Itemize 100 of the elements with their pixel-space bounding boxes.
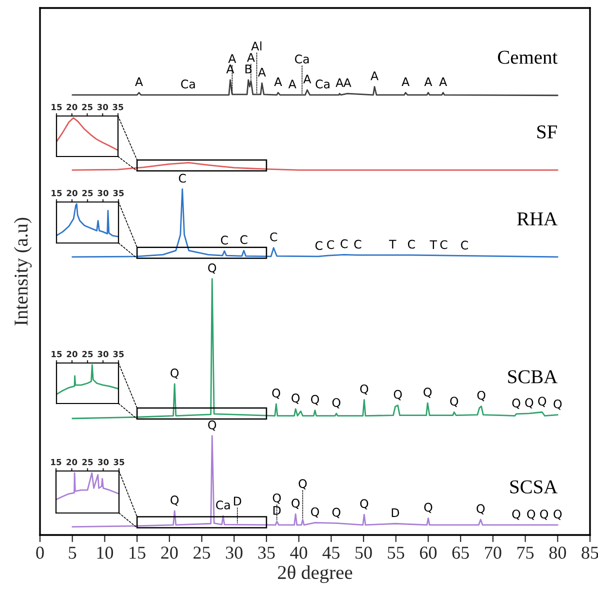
annotation: Q (512, 398, 520, 409)
x-tick-label: 0 (36, 546, 44, 559)
annotation: Q (170, 368, 179, 379)
annotation: Q (292, 498, 300, 509)
x-tick-label: 40 (290, 546, 308, 559)
x-tick-label: 20 (66, 350, 78, 358)
annotation: D (273, 506, 281, 515)
annotation: C (408, 240, 415, 249)
x-tick-label: 30 (98, 190, 108, 196)
x-tick-label: 80 (549, 546, 566, 559)
annotation: Q (538, 396, 546, 408)
x-axis-title: 2θ degree (278, 565, 352, 584)
annotation: C (461, 240, 468, 250)
annotation: Q (424, 388, 432, 398)
annotation: C (327, 240, 334, 250)
annotation: Ca (181, 80, 195, 88)
annotation: C (354, 240, 362, 249)
annotation: Q (360, 384, 368, 395)
x-tick-label: 55 (388, 546, 404, 559)
x-tick-label: 25 (82, 104, 92, 110)
annotation: Ca (216, 500, 230, 510)
x-tick-label: 85 (582, 546, 598, 559)
annotation: A (343, 78, 352, 87)
annotation: Q (208, 263, 216, 274)
annotation: Q (332, 398, 340, 408)
x-tick-label: 30 (226, 546, 242, 559)
annotation: Al (251, 41, 262, 50)
annotation: Ca (294, 54, 309, 64)
x-tick-label: 35 (112, 104, 124, 110)
x-tick-label: 30 (98, 350, 108, 358)
annotation: Q (424, 502, 432, 514)
annotation: C (270, 232, 278, 242)
annotation: Q (554, 510, 562, 520)
annotation: A (370, 72, 378, 80)
x-tick-label: 20 (161, 546, 178, 559)
x-tick-label: 15 (51, 459, 62, 466)
annotation: C (178, 174, 186, 183)
x-tick-label: 75 (517, 546, 534, 559)
annotation: T (430, 240, 438, 249)
annotation: A (274, 77, 282, 86)
annotation: Q (360, 499, 368, 510)
x-tick-label: 50 (356, 546, 372, 559)
x-tick-label: 60 (420, 546, 437, 559)
annotation: Q (272, 388, 280, 399)
annotation: C (220, 236, 228, 245)
annotation: D (392, 508, 400, 517)
annotation: A (246, 53, 255, 62)
x-tick-label: 45 (322, 546, 340, 559)
x-tick-label: 15 (130, 546, 146, 559)
x-tick-label: 20 (66, 104, 78, 110)
x-tick-label: 5 (68, 546, 76, 559)
annotation: A (258, 68, 266, 76)
annotation: Q (477, 390, 486, 402)
annotation: A (424, 77, 432, 86)
annotation: B (245, 64, 252, 74)
annotation: Q (311, 394, 319, 406)
x-tick-label: 15 (52, 351, 62, 358)
x-tick-label: 15 (52, 104, 62, 110)
annotation: Ca (316, 80, 330, 88)
annotation: Q (512, 510, 520, 520)
annotation: A (439, 77, 448, 86)
annotation: T (389, 240, 396, 248)
annotation: Q (540, 510, 548, 520)
annotation: Q (525, 398, 534, 408)
annotation: A (288, 80, 296, 88)
annotation: Q (311, 507, 319, 518)
annotation: C (315, 241, 322, 250)
annotation: A (228, 54, 236, 63)
x-tick-label: 25 (82, 350, 93, 358)
annotation: Q (272, 493, 281, 504)
x-tick-label: 25 (194, 546, 210, 559)
series-label: RHA (517, 212, 558, 226)
annotation: Q (476, 504, 485, 514)
annotation: D (234, 496, 242, 506)
x-tick-label: 30 (97, 104, 108, 110)
annotation: Q (208, 420, 216, 431)
annotation: C (240, 235, 248, 244)
annotation: Q (170, 495, 179, 506)
annotation: A (303, 74, 312, 84)
x-tick-label: 35 (113, 350, 124, 358)
x-tick-label: 25 (82, 190, 93, 196)
x-tick-label: 70 (485, 546, 502, 559)
x-tick-label: 35 (258, 546, 275, 559)
annotation: A (336, 78, 344, 87)
x-tick-label: 35 (113, 190, 124, 196)
annotation: A (135, 77, 143, 86)
x-tick-label: 20 (66, 458, 78, 466)
annotation: Q (298, 479, 307, 490)
x-tick-label: 35 (114, 458, 124, 466)
annotation: A (402, 77, 410, 86)
series-label: Cement (498, 50, 558, 64)
series-label: SF (537, 125, 557, 138)
series-label: SCBA (508, 370, 558, 384)
x-tick-label: 25 (82, 458, 93, 466)
annotation: Q (394, 390, 402, 400)
annotation: C (440, 240, 448, 250)
x-tick-label: 15 (52, 190, 62, 196)
x-tick-label: 65 (452, 546, 469, 559)
annotation: Q (332, 508, 340, 518)
x-tick-label: 30 (98, 458, 109, 466)
